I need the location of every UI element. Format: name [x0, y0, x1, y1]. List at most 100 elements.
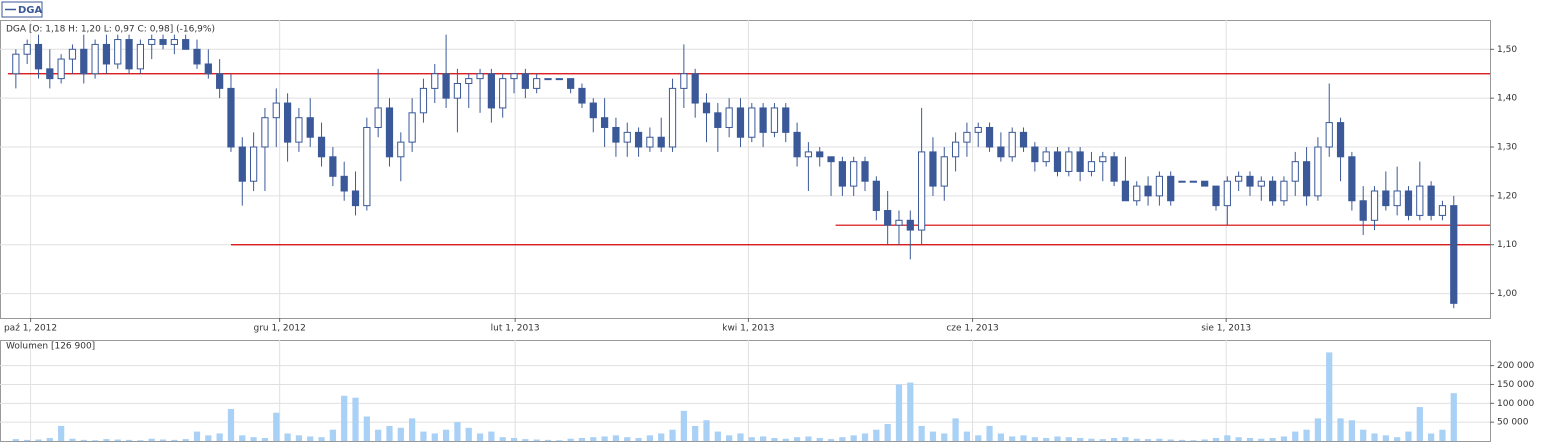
candle-body	[1269, 180, 1277, 202]
x-tick-label: paź 1, 2012	[4, 324, 57, 334]
candle-body	[1042, 151, 1050, 163]
x-tick-label: sie 1, 2013	[1201, 324, 1251, 334]
volume-bar	[612, 435, 620, 441]
volume-bar	[1099, 439, 1106, 441]
volume-bar	[646, 435, 654, 441]
candle-body	[408, 112, 416, 143]
volume-bar	[1394, 437, 1401, 441]
candle-body	[1370, 190, 1379, 221]
volume-panel	[0, 340, 1491, 442]
candle-body	[544, 78, 552, 81]
volume-bar	[918, 425, 925, 441]
candle-body	[499, 78, 507, 109]
volume-bar	[193, 431, 201, 441]
candle-body	[1019, 131, 1028, 148]
volume-bar	[861, 433, 869, 441]
volume-bar	[409, 418, 416, 441]
volume-bar	[929, 431, 937, 441]
candle-body	[1291, 161, 1299, 182]
volume-bar	[556, 440, 563, 441]
candle-body	[1189, 180, 1197, 183]
candle-body	[1382, 190, 1390, 207]
volume-bar	[703, 420, 710, 441]
volume-bar	[692, 425, 699, 441]
volume-bar	[1416, 407, 1423, 441]
candle-body	[374, 107, 382, 128]
candle-body	[521, 73, 529, 89]
volume-bar	[352, 397, 359, 441]
candle-body	[487, 73, 495, 109]
volume-bar	[273, 412, 280, 441]
candle-body	[1325, 122, 1333, 148]
volume-bar	[1043, 437, 1050, 441]
volume-bar	[171, 439, 178, 441]
candle-body	[465, 78, 473, 85]
volume-bar	[1337, 418, 1344, 441]
candle-body	[1167, 175, 1175, 202]
volume-bar	[1371, 433, 1378, 441]
candle-body	[861, 161, 869, 182]
candle-body	[668, 87, 677, 148]
candle-body	[600, 117, 609, 128]
candle-body	[1223, 180, 1231, 207]
candle-body	[1246, 175, 1254, 187]
candle-body	[1201, 180, 1209, 187]
candle-body	[385, 107, 394, 158]
volume-bar	[1201, 439, 1208, 441]
volume-bar	[1439, 429, 1446, 441]
candle-body	[148, 39, 156, 45]
x-tick-label: kwi 1, 2013	[722, 324, 774, 334]
candle-body	[419, 87, 428, 114]
x-tick-label: lut 1, 2013	[491, 324, 540, 334]
candle-body	[963, 131, 971, 143]
legend-box[interactable]	[1, 1, 43, 18]
candle-body	[1087, 161, 1096, 172]
candle-body	[1427, 185, 1435, 216]
volume-bar	[114, 439, 121, 441]
legend-label[interactable]: DGA	[18, 5, 43, 16]
candle-body	[940, 156, 948, 187]
volume-bar	[205, 435, 212, 441]
volume-bar	[590, 437, 597, 441]
volume-bar	[1122, 437, 1129, 441]
candle-body	[906, 219, 914, 231]
candle-body	[748, 107, 756, 138]
volume-bar	[782, 438, 789, 441]
volume-bar	[329, 429, 336, 441]
candle-body	[533, 78, 541, 89]
candle-body	[159, 39, 167, 45]
candle-body	[702, 102, 711, 114]
candle-body	[34, 43, 43, 70]
candle-body	[657, 136, 665, 148]
volume-bar	[952, 418, 959, 441]
candle-body	[1065, 151, 1073, 172]
volume-bar	[363, 416, 370, 441]
candle-body	[272, 102, 280, 119]
candle-body	[1336, 122, 1345, 158]
candle-body	[261, 117, 269, 148]
candle-body	[612, 126, 620, 143]
candle-body	[1155, 175, 1164, 197]
candle-body	[884, 210, 892, 226]
volume-bar	[1450, 393, 1457, 441]
price-panel	[0, 20, 1491, 319]
candle-body	[872, 180, 880, 212]
volume-bar	[386, 425, 393, 441]
volume-bar	[137, 440, 144, 441]
volume-bar	[1156, 438, 1163, 441]
candle-body	[1450, 205, 1458, 304]
volume-bar	[578, 437, 586, 441]
candle-body	[623, 131, 631, 143]
volume-bar	[148, 438, 155, 441]
volume-bar	[442, 429, 450, 441]
candle-body	[57, 58, 65, 80]
candle-body	[216, 73, 224, 89]
y-tick-label: 1,50	[1497, 45, 1517, 55]
volume-bar	[125, 439, 133, 441]
volume-bar	[1212, 437, 1220, 441]
volume-bar	[771, 437, 778, 441]
candle-body	[431, 73, 439, 89]
volume-bar	[748, 437, 755, 441]
volume-bar	[510, 437, 518, 441]
candle-body	[1212, 185, 1220, 207]
